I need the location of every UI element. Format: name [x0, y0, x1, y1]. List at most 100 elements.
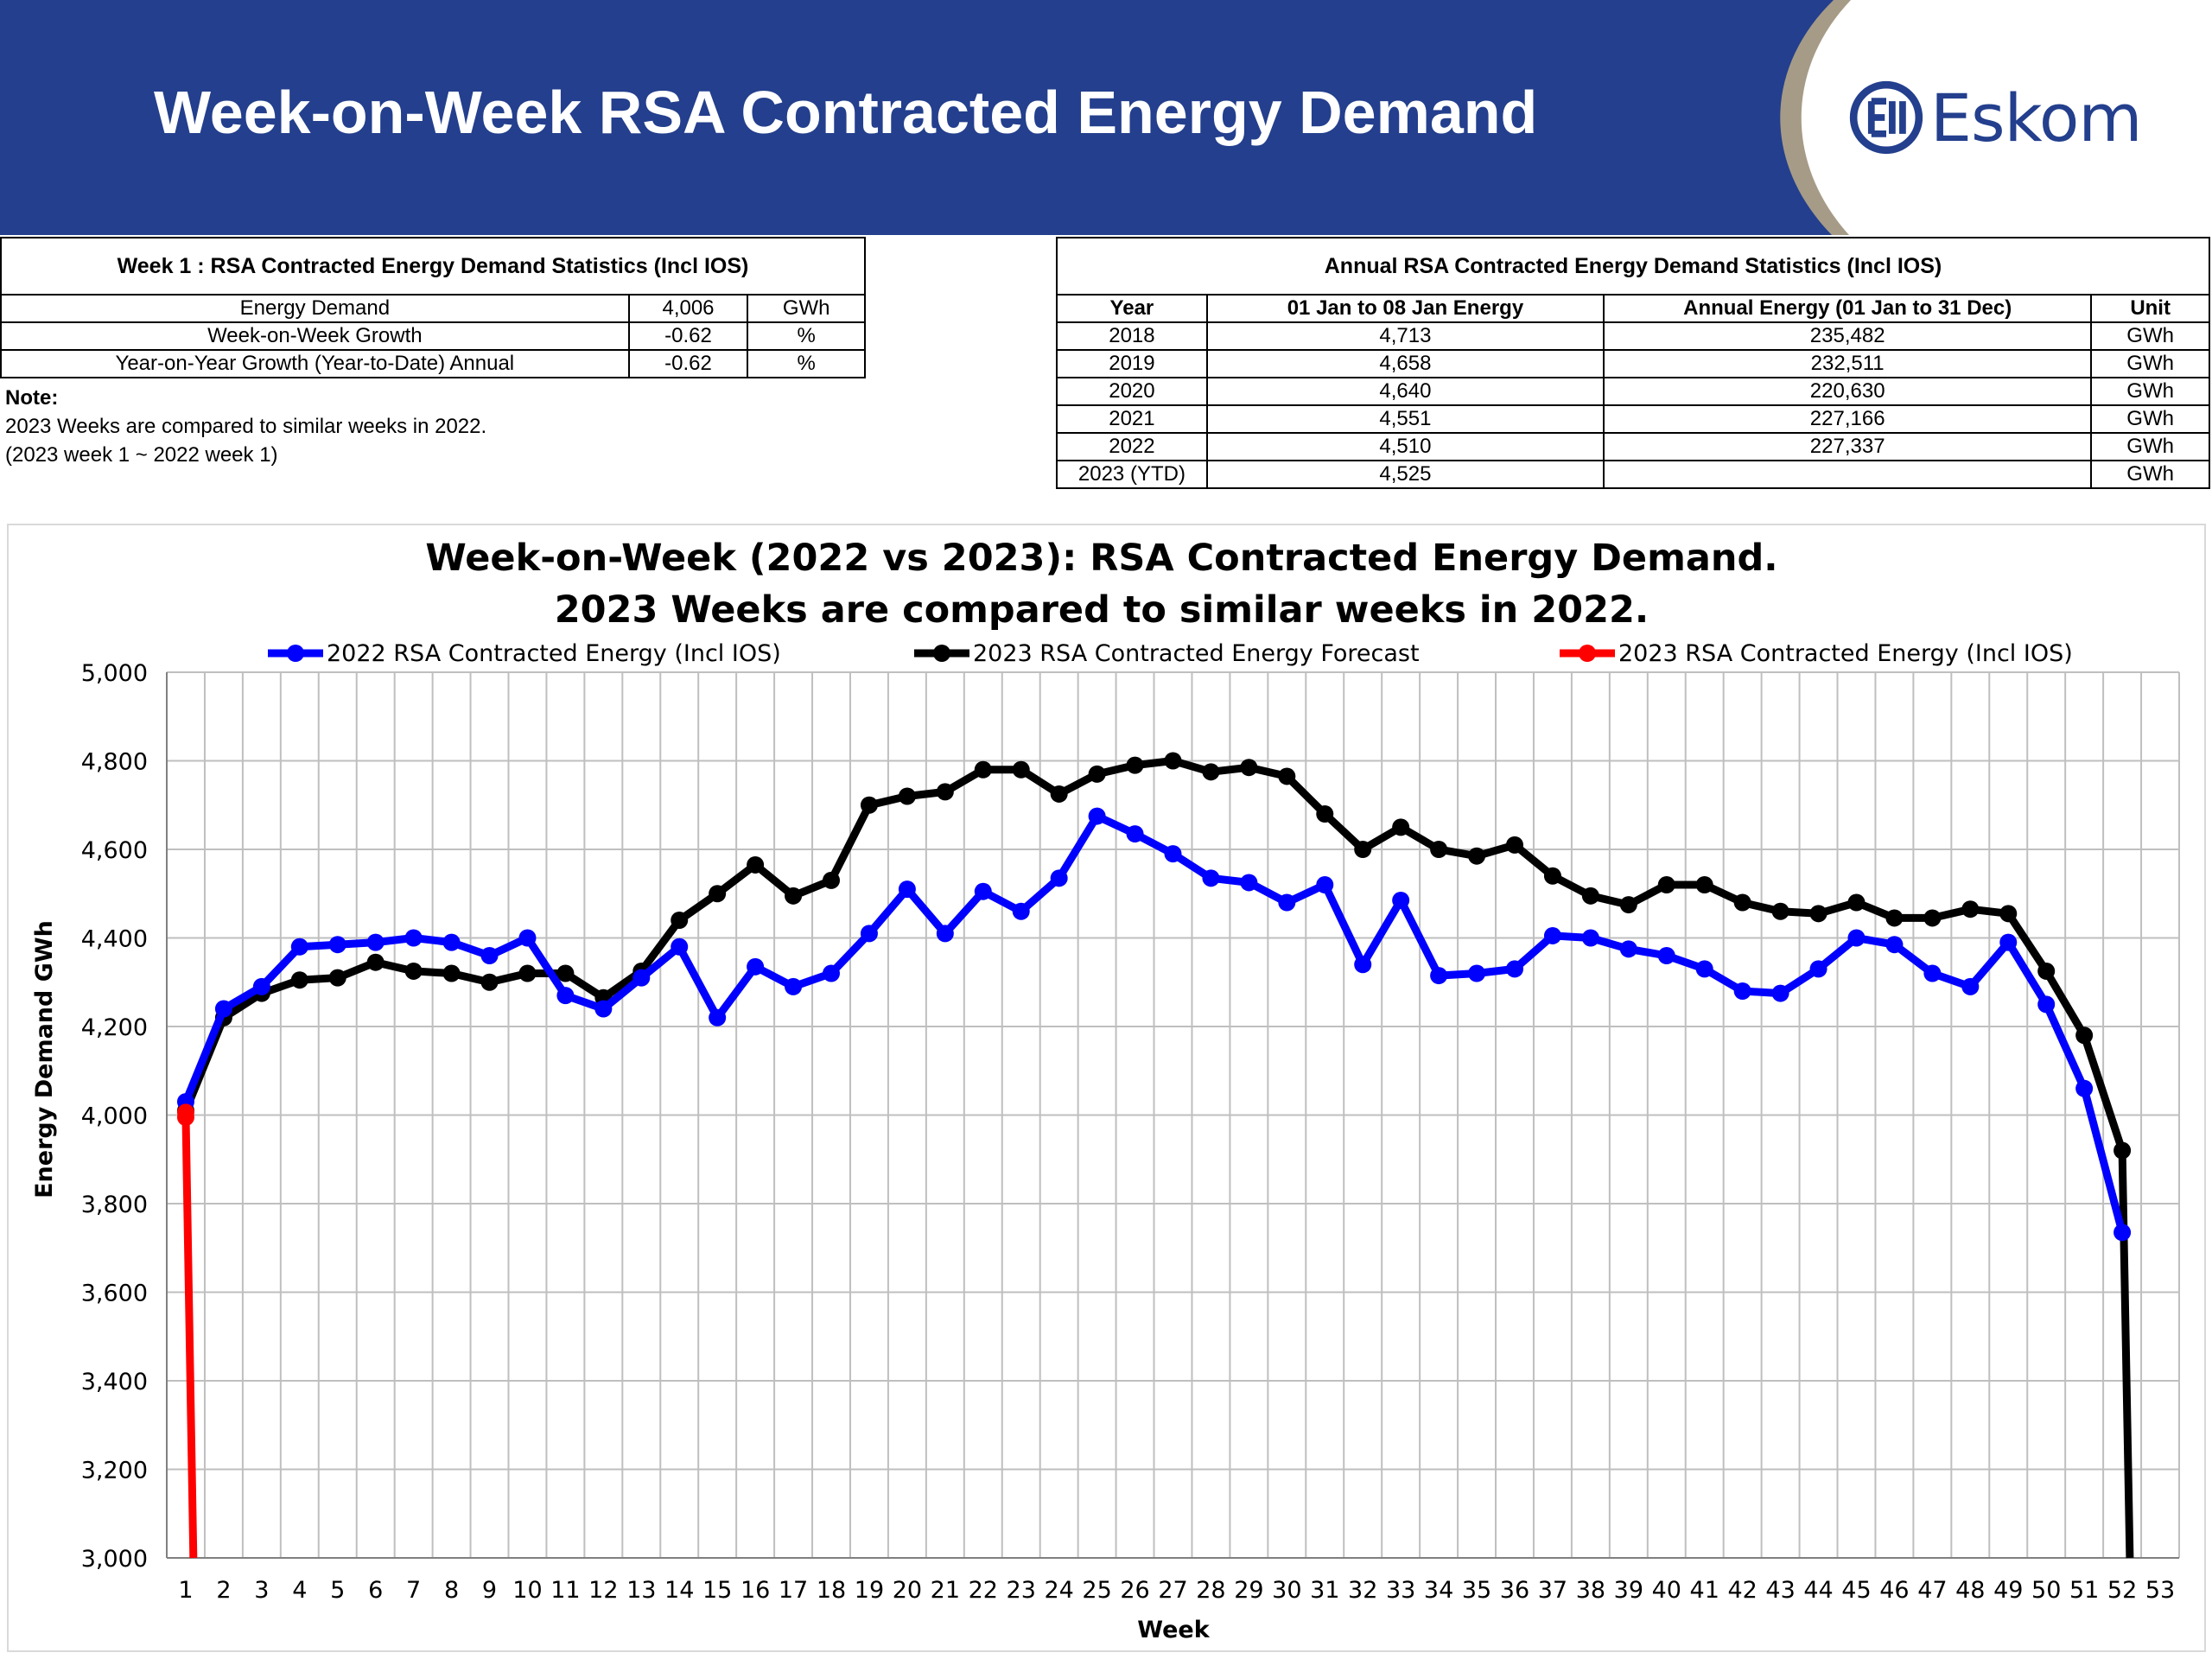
data-point — [328, 936, 346, 954]
annual-energy-cell: 220,630 — [1603, 377, 2093, 406]
y-tick-label: 4,200 — [81, 1014, 148, 1041]
year-cell: 2023 (YTD) — [1056, 460, 1208, 489]
x-tick-label: 15 — [702, 1577, 732, 1604]
x-tick-label: 35 — [1462, 1577, 1491, 1604]
data-point — [1923, 909, 1942, 927]
table-row: Energy Demand 4,006 GWh — [0, 294, 866, 323]
data-point — [1202, 869, 1220, 887]
data-point — [709, 1008, 727, 1027]
data-point — [1771, 984, 1789, 1002]
data-point — [1619, 896, 1637, 914]
data-point — [671, 912, 689, 929]
stat-label: Week-on-Week Growth — [0, 321, 630, 351]
data-point — [823, 871, 841, 889]
column-header: Year — [1056, 294, 1208, 323]
x-tick-label: 44 — [1803, 1577, 1833, 1604]
x-tick-label: 45 — [1841, 1577, 1871, 1604]
chart-title: Week-on-Week (2022 vs 2023): RSA Contrac… — [425, 537, 1777, 580]
data-point — [1999, 933, 2018, 951]
x-tick-label: 9 — [482, 1577, 497, 1604]
x-tick-label: 27 — [1158, 1577, 1187, 1604]
jan-energy-cell: 4,640 — [1205, 377, 1605, 406]
data-point — [442, 933, 461, 951]
x-tick-label: 47 — [1917, 1577, 1947, 1604]
data-point — [1657, 947, 1675, 964]
unit-cell: GWh — [2090, 460, 2210, 489]
unit-cell: GWh — [2090, 321, 2210, 351]
table-row: 2018 4,713 235,482 GWh — [1056, 321, 2210, 351]
data-point — [404, 962, 423, 980]
stat-unit: % — [747, 349, 866, 378]
data-point — [2075, 1079, 2094, 1097]
note: Note: 2023 Weeks are compared to similar… — [5, 384, 486, 469]
data-point — [328, 969, 346, 987]
table-row: 2022 4,510 227,337 GWh — [1056, 432, 2210, 461]
x-tick-label: 3 — [254, 1577, 269, 1604]
x-tick-label: 25 — [1082, 1577, 1111, 1604]
stat-value: -0.62 — [627, 349, 749, 378]
y-axis-ticks: 3,000 3,200 3,400 3,600 3,800 4,000 4,200 4,400… — [81, 660, 148, 1573]
annual-stats-table: Annual RSA Contracted Energy Demand Stat… — [1056, 237, 2210, 489]
data-point — [974, 760, 992, 779]
x-tick-label: 18 — [817, 1577, 846, 1604]
week-stats-caption: Week 1 : RSA Contracted Energy Demand St… — [0, 237, 866, 296]
legend-label: 2023 RSA Contracted Energy (Incl IOS) — [1618, 640, 2073, 667]
data-point — [1847, 929, 1866, 947]
data-point — [2113, 1224, 2132, 1242]
y-tick-label: 4,600 — [81, 837, 148, 864]
legend-label: 2022 RSA Contracted Energy (Incl IOS) — [327, 640, 781, 667]
data-point — [1809, 905, 1827, 923]
table-row: Year-on-Year Growth (Year-to-Date) Annua… — [0, 349, 866, 378]
x-tick-label: 7 — [406, 1577, 421, 1604]
x-tick-label: 13 — [626, 1577, 656, 1604]
data-point — [936, 783, 954, 801]
data-point — [1088, 765, 1106, 783]
chart-series — [176, 752, 2134, 1559]
annual-energy-cell: 227,166 — [1603, 404, 2093, 434]
x-tick-label: 12 — [588, 1577, 618, 1604]
data-point — [860, 925, 878, 943]
week-stats-table: Week 1 : RSA Contracted Energy Demand St… — [0, 237, 866, 378]
data-point — [290, 938, 308, 956]
data-point — [480, 973, 499, 991]
y-tick-label: 3,200 — [81, 1458, 148, 1484]
data-point — [1012, 902, 1030, 920]
table-row: 2023 (YTD) 4,525 GWh — [1056, 460, 2210, 489]
x-tick-label: 20 — [893, 1577, 922, 1604]
x-tick-label: 31 — [1310, 1577, 1339, 1604]
year-cell: 2018 — [1056, 321, 1208, 351]
series-2 — [176, 1103, 198, 1559]
data-point — [1430, 841, 1448, 858]
data-point — [1771, 902, 1789, 920]
annual-energy-cell: 235,482 — [1603, 321, 2093, 351]
column-header: Unit — [2090, 294, 2210, 323]
table-row: 2020 4,640 220,630 GWh — [1056, 377, 2210, 406]
x-axis-ticks: 1 2 3 4 5 6 7 8 9 10 11 12 13 14 15 16 17 18 19 20 21 22 23 24 2… — [178, 1577, 2175, 1604]
data-point — [823, 964, 841, 982]
data-point — [1505, 960, 1523, 978]
unit-cell: GWh — [2090, 349, 2210, 378]
year-cell: 2020 — [1056, 377, 1208, 406]
annual-energy-cell: 227,337 — [1603, 432, 2093, 461]
stat-value: 4,006 — [627, 294, 749, 323]
x-tick-label: 17 — [779, 1577, 808, 1604]
data-point — [747, 855, 765, 874]
x-tick-label: 28 — [1196, 1577, 1225, 1604]
year-cell: 2022 — [1056, 432, 1208, 461]
x-tick-label: 52 — [2107, 1577, 2137, 1604]
data-point — [671, 938, 689, 956]
legend-label: 2023 RSA Contracted Energy Forecast — [973, 640, 1420, 667]
x-tick-label: 32 — [1348, 1577, 1377, 1604]
x-tick-label: 38 — [1576, 1577, 1605, 1604]
legend-marker — [933, 645, 950, 662]
table-row: 2021 4,551 227,166 GWh — [1056, 404, 2210, 434]
x-tick-label: 6 — [368, 1577, 383, 1604]
annual-stats-caption: Annual RSA Contracted Energy Demand Stat… — [1056, 237, 2210, 296]
data-point — [936, 925, 954, 943]
x-tick-label: 2 — [216, 1577, 231, 1604]
data-point — [898, 880, 916, 899]
data-point — [366, 953, 385, 971]
x-tick-label: 10 — [512, 1577, 542, 1604]
x-tick-label: 40 — [1652, 1577, 1681, 1604]
x-tick-label: 21 — [931, 1577, 960, 1604]
